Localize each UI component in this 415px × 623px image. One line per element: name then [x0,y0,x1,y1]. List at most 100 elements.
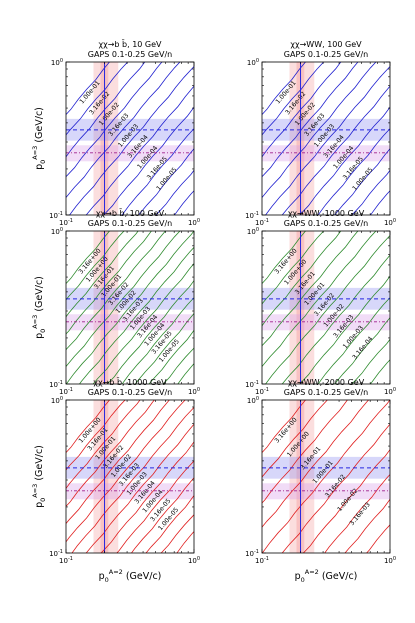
contour-line [262,62,359,178]
y-tick-label: 100 [247,227,259,236]
y-axis-label: p0A=3 (GeV/c) [31,445,47,508]
contour-line [262,400,348,504]
x-tick-label: 10-1 [255,218,269,227]
contour-line [66,400,141,490]
uncertainty-band-y-pink [66,145,194,162]
contour-line [66,231,139,318]
contour-line [66,231,125,301]
uncertainty-band-y-pink [262,483,390,500]
contour-line [317,297,390,384]
contour-line [262,400,328,478]
x-tick-label: 100 [188,556,200,565]
axis-labels-group: p0A=3 (GeV/c) p0A=3 (GeV/c) p0A=3 (GeV/c) p… [31,107,357,584]
contour-line [262,231,307,285]
plot-frame [65,399,195,554]
y-tick-label: 10-1 [245,380,259,389]
contour-line [177,363,194,384]
contour-line [106,279,194,384]
plot-area: 3.16e+001.00e+003.16e-011.00e-013.16e-02… [66,231,194,384]
contour-line [351,169,390,215]
y-tick-label: 10-1 [49,380,63,389]
contour-line [66,231,166,351]
contour-line [121,297,194,384]
y-axis-label: p0A=3 (GeV/c) [31,276,47,339]
contour-line [92,262,194,384]
contour-line [121,128,194,215]
plot-frame [261,61,391,216]
plot-frame [65,230,195,385]
contour-line [66,400,111,454]
contour-line [145,495,194,553]
contour-line [66,400,186,543]
contour-line [351,338,390,384]
contour-line [100,441,194,553]
uncertainty-band-y-pink [66,314,194,331]
panel-title: χχ→WW, 2000 GeV [288,378,365,387]
contour-line [302,448,390,553]
contour-line [265,65,390,215]
y-tick-label: 100 [51,227,63,236]
x-tick-label: 100 [384,556,396,565]
contour-line [262,231,325,305]
panel-subtitle: GAPS 0.1-0.25 GeV/n [284,219,368,228]
contour-line [262,62,307,116]
contour-line [103,106,194,215]
panel-subtitle: GAPS 0.1-0.25 GeV/n [284,388,368,397]
contour-line [130,477,194,553]
contour-line [281,254,390,384]
contour-line [138,148,194,215]
contour-line [162,347,194,384]
x-axis-label: p0A=2 (GeV/c) [99,568,162,584]
y-tick-label: 100 [51,58,63,67]
x-tick-label: 10-1 [255,556,269,565]
panel-subtitle: GAPS 0.1-0.25 GeV/n [88,388,172,397]
contour-line [66,400,170,525]
contour-line [71,406,194,553]
contour-line [299,106,390,215]
x-tick-label: 100 [384,218,396,227]
contour-line [281,423,390,553]
contour-label: 3.16e-03 [349,501,372,527]
contour-line [66,231,152,335]
contour-line [262,400,370,528]
plot-frame [261,399,391,554]
uncertainty-band-y-pink [66,483,194,500]
y-tick-label: 100 [247,58,259,67]
contour-line [262,62,377,199]
contour-line [66,62,181,199]
panel-subtitle: GAPS 0.1-0.25 GeV/n [88,219,172,228]
contour-line [324,473,390,553]
contour-line [262,62,342,158]
contour-line [262,400,307,454]
uncertainty-band-x [289,400,315,553]
uncertainty-band-x [93,62,119,215]
panels-group: χχ→b b̄, 10 GeV GAPS 0.1-0.25 GeV/n 1.00e-… [49,39,396,565]
contour-line [317,128,390,215]
panel-title: χχ→b b̄, 1000 GeV [93,377,167,387]
contour-line [85,423,194,553]
panel-title: χχ→b b̄, 10 GeV [98,39,162,49]
plot-area: 1.00e-013.16e-021.00e-023.16e-031.00e-03… [262,62,390,215]
y-tick-label: 10-1 [245,549,259,558]
contour-line [262,62,325,136]
uncertainty-band-x [289,62,315,215]
contour-line [299,275,390,384]
y-tick-label: 10-1 [49,211,63,220]
uncertainty-band-y-pink [262,314,390,331]
y-tick-label: 10-1 [49,549,63,558]
contour-line [66,62,163,178]
x-tick-label: 100 [384,387,396,396]
panel-title: χχ→WW, 100 GeV [290,40,362,49]
contour-line [66,231,181,368]
contour-line [79,246,194,384]
uncertainty-band-y-pink [262,145,390,162]
y-tick-label: 10-1 [245,211,259,220]
contour-line [66,231,194,384]
y-tick-label: 100 [247,396,259,405]
x-tick-label: 100 [188,387,200,396]
contour-line [334,317,390,384]
contour-line [85,85,194,215]
x-tick-label: 10-1 [59,218,73,227]
